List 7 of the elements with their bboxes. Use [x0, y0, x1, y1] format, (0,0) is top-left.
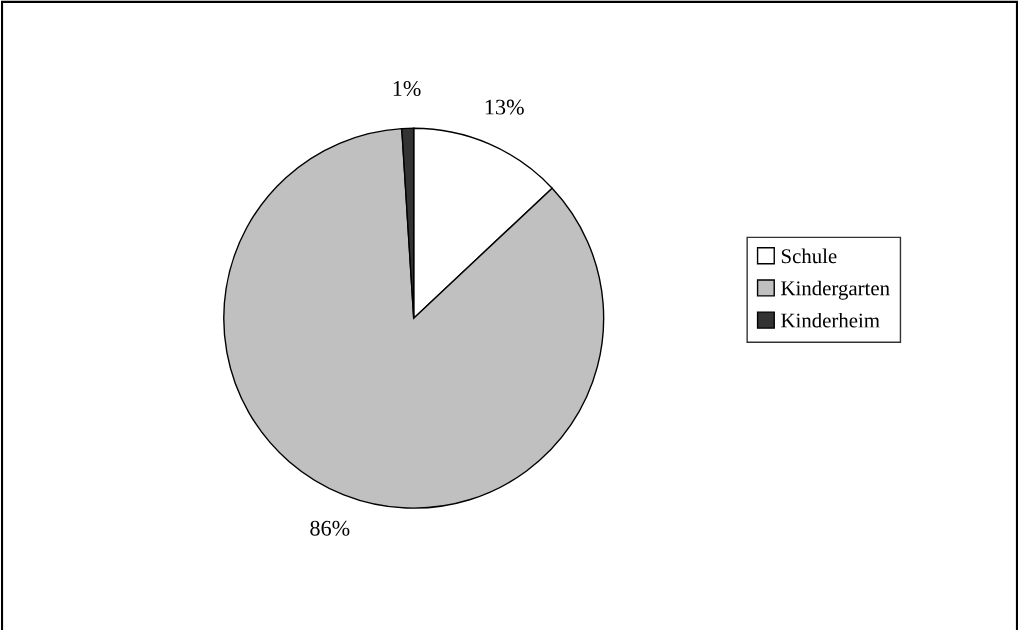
data-label: 86% — [310, 520, 350, 536]
pie-slice — [223, 127, 605, 509]
legend-label: Kindergarten — [781, 280, 890, 300]
legend-label: Kinderheim — [781, 312, 880, 328]
legend-label: Schule — [781, 248, 837, 264]
data-label: 13% — [485, 99, 524, 115]
data-label: 1% — [393, 80, 421, 97]
